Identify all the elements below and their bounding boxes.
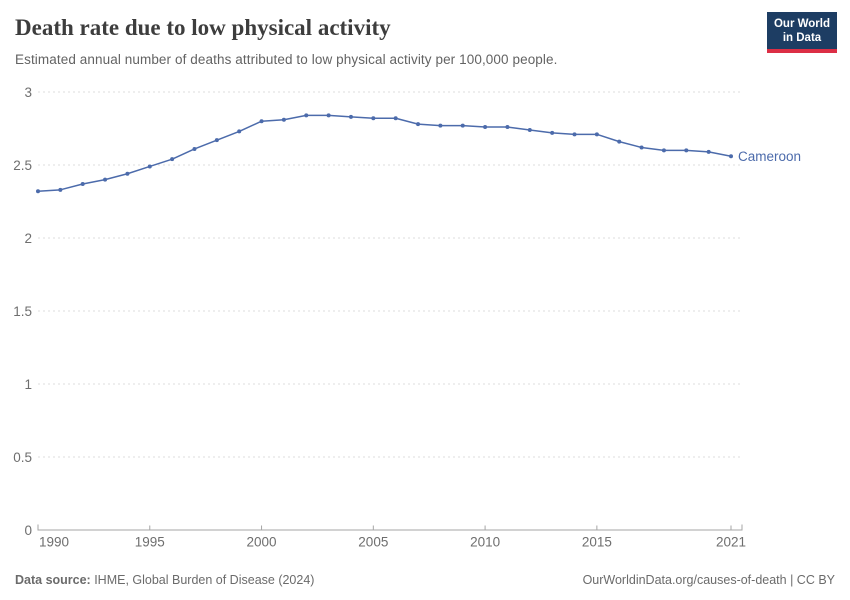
owid-logo-line1: Our World [773,18,830,30]
data-source-label: Data source: [15,573,91,587]
x-tick-label: 2021 [716,535,746,550]
chart-subtitle: Estimated annual number of deaths attrib… [15,52,558,67]
series-label-cameroon[interactable]: Cameroon [738,149,801,164]
y-tick-label: 0.5 [13,450,32,465]
owid-logo-line2: in Data [782,32,822,45]
data-point[interactable] [58,187,63,192]
x-axis-line [37,524,743,531]
data-point[interactable] [483,125,488,130]
owid-logo[interactable]: Our World in Data [767,12,837,53]
data-point[interactable] [527,127,532,132]
series-line-cameroon[interactable] [37,114,732,193]
x-tick-label: 1995 [135,535,165,550]
data-point[interactable] [684,148,689,153]
data-point[interactable] [550,130,555,135]
data-point[interactable] [103,177,108,182]
chart-footer: Data source: IHME, Global Burden of Dise… [15,573,835,587]
data-point[interactable] [147,164,152,169]
data-point[interactable] [192,146,197,151]
data-point[interactable] [438,123,443,128]
data-point[interactable] [371,116,376,121]
data-point[interactable] [348,114,353,119]
data-point[interactable] [36,189,40,194]
y-tick-label: 2 [24,231,32,246]
license-link[interactable]: OurWorldinData.org/causes-of-death | CC … [582,573,835,587]
data-point[interactable] [125,171,130,176]
y-tick-label: 1.5 [13,304,32,319]
data-point[interactable] [259,119,264,124]
data-point[interactable] [617,139,622,144]
data-point[interactable] [281,117,286,122]
data-point[interactable] [572,132,577,137]
data-point[interactable] [594,132,599,137]
y-tick-label: 2.5 [13,158,32,173]
data-point[interactable] [304,113,309,118]
x-tick-label: 2010 [470,535,500,550]
x-tick-label: 2015 [582,535,612,550]
x-tick-label: 2000 [247,535,277,550]
x-tick-label: 1990 [39,535,69,550]
data-point[interactable] [214,138,219,143]
y-tick-label: 1 [24,377,32,392]
y-tick-label: 0 [24,523,32,538]
data-point[interactable] [729,154,733,159]
data-point[interactable] [416,122,421,127]
data-point[interactable] [326,113,331,118]
data-point[interactable] [80,181,85,186]
page-title: Death rate due to low physical activity [15,15,391,40]
data-point[interactable] [505,125,510,130]
data-point[interactable] [393,116,398,121]
x-tick-label: 2005 [358,535,388,550]
data-point[interactable] [460,123,465,128]
data-point[interactable] [237,129,242,134]
data-source: Data source: IHME, Global Burden of Dise… [15,573,314,587]
data-point[interactable] [661,148,666,153]
y-tick-label: 3 [24,85,32,100]
data-point[interactable] [639,145,644,150]
data-point[interactable] [706,149,711,154]
data-point[interactable] [170,157,175,162]
data-source-text: IHME, Global Burden of Disease (2024) [90,573,315,587]
